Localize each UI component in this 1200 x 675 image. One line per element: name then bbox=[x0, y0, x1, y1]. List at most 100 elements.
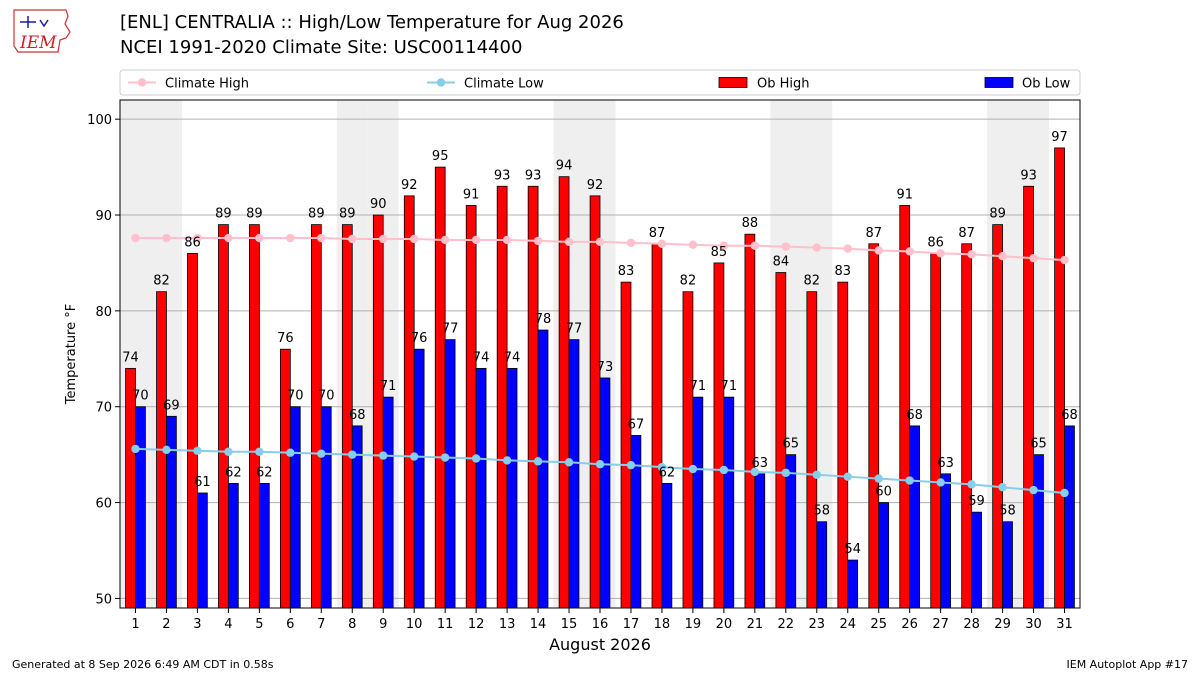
ob-low-label: 77 bbox=[566, 322, 583, 337]
x-tick-label: 26 bbox=[901, 617, 918, 632]
ob-low-label: 70 bbox=[318, 389, 335, 404]
x-tick-label: 27 bbox=[932, 617, 949, 632]
x-tick-label: 16 bbox=[592, 617, 609, 632]
y-tick-label: 50 bbox=[95, 592, 112, 607]
generated-timestamp: Generated at 8 Sep 2026 6:49 AM CDT in 0… bbox=[12, 658, 274, 671]
x-tick-label: 11 bbox=[437, 617, 454, 632]
app-credit: IEM Autoplot App #17 bbox=[1066, 658, 1189, 671]
climate-low-point bbox=[409, 452, 419, 461]
ob-high-label: 92 bbox=[401, 178, 418, 193]
x-tick-label: 10 bbox=[406, 617, 423, 632]
x-tick-label: 5 bbox=[255, 617, 263, 632]
climate-low-point bbox=[348, 450, 357, 459]
ob-low-label: 58 bbox=[813, 504, 830, 519]
y-axis: 50 60 70 80 90 100 bbox=[87, 113, 120, 607]
ob-high-label: 93 bbox=[494, 168, 511, 183]
ob-low-label: 69 bbox=[163, 398, 180, 413]
climate-low-point bbox=[564, 458, 574, 467]
climate-high-point bbox=[255, 233, 264, 243]
ob-low-label: 71 bbox=[690, 379, 707, 394]
legend-climate-high-label: Climate High bbox=[165, 77, 249, 92]
ob-low-bar bbox=[197, 492, 208, 609]
ob-low-label: 62 bbox=[659, 465, 676, 480]
ob-low-label: 61 bbox=[194, 475, 211, 490]
ob-high-bar bbox=[187, 252, 198, 609]
y-tick-label: 90 bbox=[95, 209, 112, 224]
y-tick-label: 70 bbox=[95, 401, 112, 416]
ob-high-bar bbox=[125, 367, 136, 609]
x-tick-label: 20 bbox=[716, 617, 733, 632]
ob-low-bar bbox=[413, 348, 425, 609]
climate-low-point bbox=[843, 472, 852, 481]
ob-low-label: 74 bbox=[473, 350, 490, 365]
ob-low-label: 60 bbox=[875, 485, 892, 500]
ob-low-bar bbox=[599, 377, 611, 609]
data-labels: 74 70 82 69 86 61 89 62 89 62 76 70 89 70 89 68 90 71 92 76… bbox=[122, 130, 1077, 557]
x-tick-label: 15 bbox=[561, 617, 578, 632]
ob-low-label: 62 bbox=[225, 465, 242, 480]
climate-high-point bbox=[874, 246, 883, 255]
climate-low-point bbox=[224, 447, 233, 456]
climate-high-point bbox=[533, 236, 543, 246]
ob-high-bar bbox=[930, 252, 942, 609]
climate-high-point bbox=[843, 244, 852, 253]
climate-high-point bbox=[688, 240, 698, 249]
climate-low-point bbox=[131, 444, 140, 454]
ob-high-bar bbox=[744, 233, 756, 609]
ob-low-label: 76 bbox=[411, 331, 428, 346]
ob-low-bar bbox=[135, 406, 146, 609]
climate-low-point bbox=[1060, 488, 1069, 498]
ob-low-bar bbox=[723, 396, 735, 609]
climate-high-point bbox=[595, 237, 605, 247]
ob-low-label: 71 bbox=[721, 379, 738, 394]
x-tick-label: 18 bbox=[654, 617, 671, 632]
climate-low-point bbox=[471, 454, 481, 463]
climate-high-point bbox=[193, 233, 202, 243]
ob-high-label: 91 bbox=[463, 187, 480, 202]
ob-low-bar bbox=[847, 559, 859, 609]
bar-series bbox=[125, 147, 1075, 609]
ob-high-label: 86 bbox=[184, 235, 201, 250]
climate-high-point bbox=[1060, 255, 1069, 265]
ob-low-label: 65 bbox=[782, 437, 799, 452]
ob-low-bar bbox=[909, 425, 920, 609]
x-tick-label: 2 bbox=[162, 617, 170, 632]
climate-high-point bbox=[719, 241, 729, 250]
y-axis-label: Temperature °F bbox=[64, 304, 79, 405]
climate-high-point bbox=[502, 235, 512, 245]
ob-high-label: 89 bbox=[989, 207, 1006, 222]
ob-low-label: 73 bbox=[597, 360, 614, 375]
y-tick-label: 80 bbox=[95, 305, 112, 320]
climate-low-point bbox=[936, 478, 945, 487]
logo-text: IEM bbox=[19, 33, 57, 53]
climate-high-point bbox=[564, 237, 574, 247]
iem-logo: IEM bbox=[10, 6, 74, 62]
ob-high-bar bbox=[218, 224, 229, 609]
x-tick-label: 19 bbox=[685, 617, 702, 632]
ob-low-bar bbox=[940, 473, 951, 609]
ob-low-bar bbox=[258, 482, 270, 609]
legend-box bbox=[119, 69, 1081, 96]
legend-ob-high-label: Ob High bbox=[757, 77, 810, 92]
x-tick-label: 13 bbox=[499, 617, 516, 632]
x-tick-label: 25 bbox=[870, 617, 887, 632]
climate-high-point bbox=[440, 235, 450, 245]
ob-low-bar bbox=[568, 339, 580, 609]
ob-high-bar bbox=[527, 185, 539, 609]
ob-low-label: 54 bbox=[844, 542, 861, 557]
climate-high-point bbox=[1029, 253, 1038, 263]
ob-high-label: 91 bbox=[896, 187, 913, 202]
ob-high-label: 93 bbox=[525, 168, 542, 183]
climate-lines bbox=[131, 233, 1069, 498]
ob-low-label: 68 bbox=[1061, 408, 1078, 423]
climate-low-point bbox=[688, 464, 698, 474]
climate-low-point bbox=[750, 467, 760, 477]
ob-low-label: 68 bbox=[906, 408, 923, 423]
ob-low-bar bbox=[537, 329, 549, 609]
ob-low-label: 70 bbox=[132, 389, 149, 404]
ob-high-bar bbox=[1023, 185, 1034, 609]
x-tick-label: 24 bbox=[839, 617, 856, 632]
ob-high-bar bbox=[465, 205, 477, 609]
ob-low-bar bbox=[166, 415, 177, 609]
ob-high-bar bbox=[310, 224, 322, 609]
